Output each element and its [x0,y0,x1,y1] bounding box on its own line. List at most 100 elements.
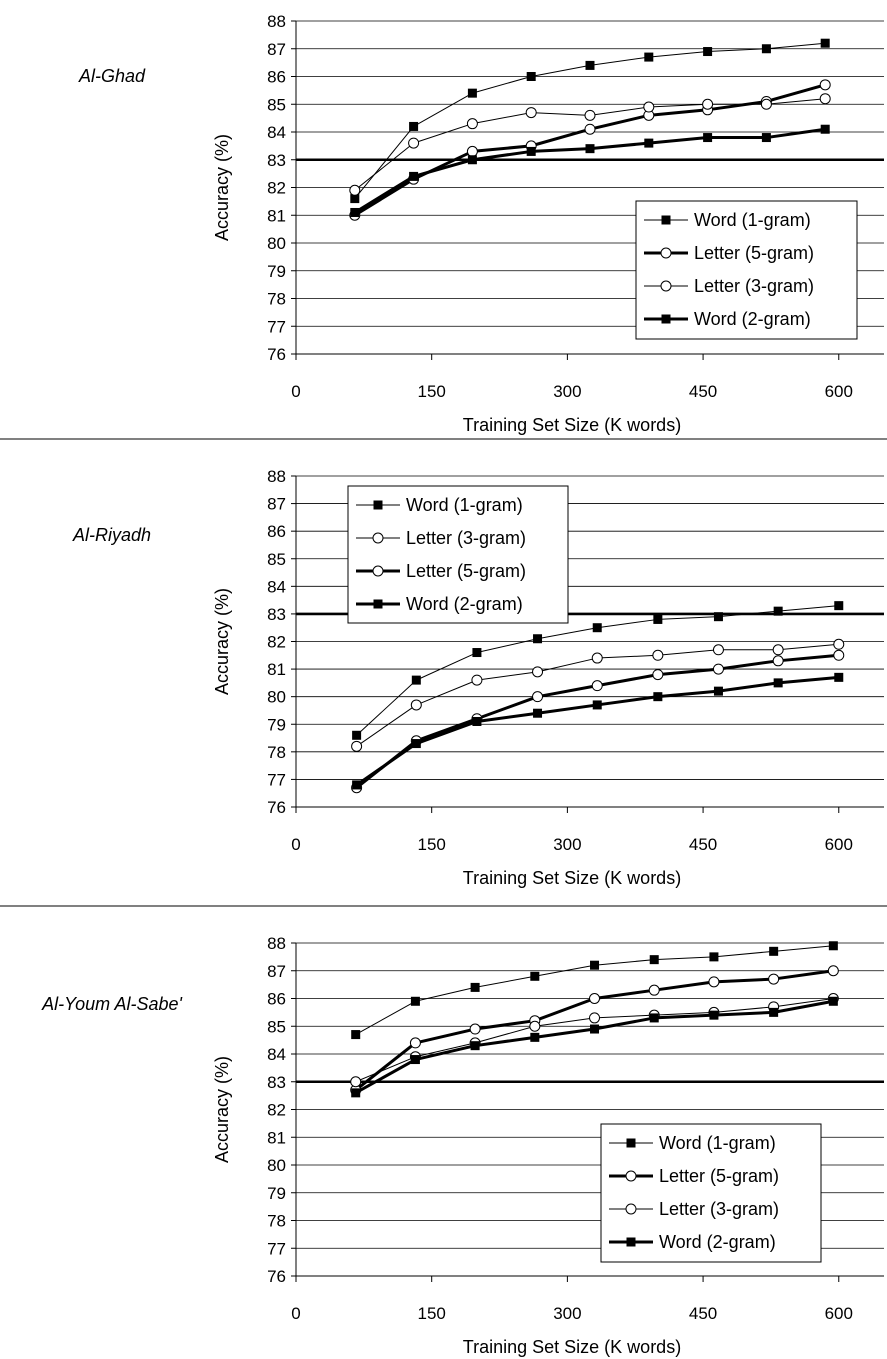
data-point [760,98,772,110]
data-point [533,634,543,644]
y-tick-label: 76 [267,1267,286,1286]
data-point [351,1088,361,1098]
legend-marker [372,565,384,577]
data-point [712,663,724,675]
data-point [408,137,420,149]
series-letter-3-gram [349,93,831,196]
x-tick-label: 300 [553,1304,581,1323]
y-tick-label: 88 [267,934,286,953]
chart-panel-2: Al-Riyadh 76 77 78 79 80 81 82 83 84 85 86 87 88 0 150 3… [72,467,884,888]
data-point [709,1010,719,1020]
legend: Word (1-gram) Letter (5-gram) Letter (3-gr… [600,1123,822,1263]
y-tick-label: 82 [267,633,286,652]
x-tick-label: 150 [418,382,446,401]
legend-item: Letter (3-gram) [644,276,814,296]
data-point [772,644,784,656]
data-point [768,973,780,985]
y-tick-label: 79 [267,262,286,281]
series-word-1-gram [350,38,830,204]
data-point [591,680,603,692]
data-point [713,612,723,622]
y-axis-title: Accuracy (%) [212,588,232,695]
y-tick-label: 85 [267,95,286,114]
x-tick-label: 450 [689,1304,717,1323]
x-tick-label: 150 [418,835,446,854]
data-point [819,79,831,91]
x-axis-title: Training Set Size (K words) [463,868,681,888]
data-point [409,121,419,131]
y-tick-label: 78 [267,1212,286,1231]
data-point [411,675,421,685]
legend-marker [625,1170,637,1182]
series-word-2-gram [352,672,844,790]
data-point [589,993,601,1004]
y-tick-label: 82 [267,179,286,198]
legend-label: Word (1-gram) [694,210,811,230]
data-point [652,649,664,661]
data-point [525,107,537,119]
data-point [820,38,830,48]
data-point [584,123,596,135]
y-tick-label: 81 [267,1128,286,1147]
x-tick-label: 450 [689,835,717,854]
data-point [352,780,362,790]
series-word-1-gram [352,601,844,740]
data-point [349,184,361,196]
legend-item: Word (1-gram) [609,1133,776,1153]
legend-box [347,485,569,624]
data-point [653,692,663,702]
data-point [410,996,420,1006]
series-line [355,675,839,787]
data-point [466,145,478,157]
data-point [834,601,844,611]
data-point [649,1013,659,1023]
data-point [712,644,724,656]
legend-marker [373,500,383,510]
legend-label: Word (2-gram) [406,594,523,614]
y-tick-label: 84 [267,1045,286,1064]
legend-label: Letter (3-gram) [406,528,526,548]
y-axis-title: Accuracy (%) [212,1056,232,1163]
data-point [469,1023,481,1035]
data-point [532,666,544,678]
data-point [652,669,664,681]
x-tick-label: 0 [291,835,300,854]
data-point [410,1055,420,1065]
chart-panel-3: Al-Youm Al-Sabe' 76 77 78 79 80 81 82 83 84 85 86 87… [41,934,884,1357]
y-tick-label: 80 [267,1156,286,1175]
data-point [533,708,543,718]
data-point [769,1007,779,1017]
legend-item: Word (2-gram) [356,594,523,614]
y-tick-label: 80 [267,234,286,253]
data-point [828,941,838,951]
data-point [472,648,482,658]
data-point [769,946,779,956]
data-point [409,171,419,181]
legend-item: Word (1-gram) [356,495,523,515]
legend-marker [660,280,672,292]
y-tick-label: 78 [267,743,286,762]
data-point [589,1012,601,1024]
data-point [644,52,654,62]
series-line [355,653,839,789]
y-tick-label: 87 [267,40,286,59]
y-tick-label: 79 [267,1184,286,1203]
data-point [350,207,360,217]
series-word-1-gram [351,941,838,1040]
legend-label: Word (1-gram) [406,495,523,515]
x-tick-label: 600 [825,382,853,401]
y-tick-label: 77 [267,317,286,336]
y-tick-label: 86 [267,68,286,87]
data-point [471,674,483,686]
y-tick-label: 78 [267,290,286,309]
y-tick-label: 77 [267,1239,286,1258]
x-tick-label: 600 [825,835,853,854]
legend-label: Letter (3-gram) [659,1199,779,1219]
legend-box [600,1123,822,1263]
x-tick-label: 300 [553,835,581,854]
data-point [351,740,363,752]
data-point [409,1037,421,1049]
series-word-2-gram [350,124,830,217]
x-axis-title: Training Set Size (K words) [463,415,681,435]
series-word-2-gram [351,996,838,1098]
